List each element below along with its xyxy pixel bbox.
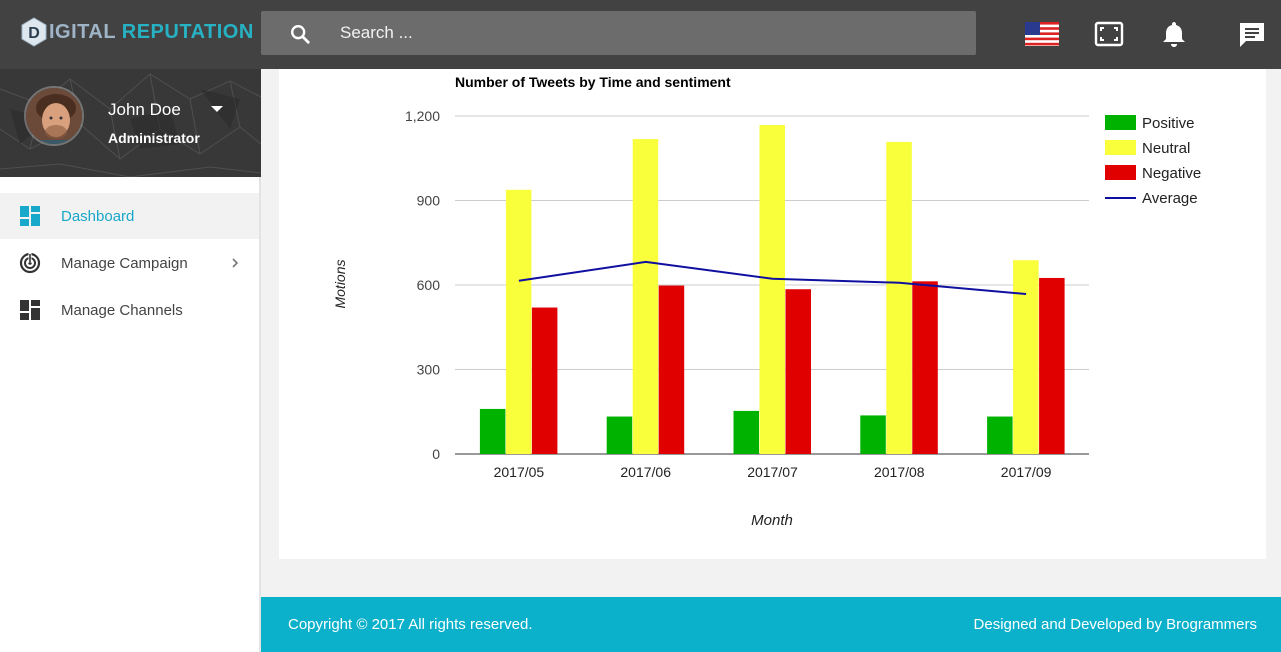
legend-swatch xyxy=(1105,115,1136,130)
dashboard-icon xyxy=(20,206,40,226)
avatar[interactable] xyxy=(24,86,84,146)
sidebar-item-label: Manage Campaign xyxy=(61,254,188,272)
bar-negative[interactable] xyxy=(658,285,685,454)
target-icon xyxy=(19,252,41,274)
x-tick-label: 2017/09 xyxy=(1001,464,1052,480)
sidebar-item-label: Dashboard xyxy=(61,207,135,225)
y-tick-label: 900 xyxy=(417,193,441,209)
sidebar-item-label: Manage Channels xyxy=(61,301,183,319)
fullscreen-icon[interactable] xyxy=(1094,19,1124,49)
x-axis-label: Month xyxy=(751,512,793,529)
chart-panel: Number of Tweets by Time and sentiment 0… xyxy=(279,69,1266,559)
bar-negative[interactable] xyxy=(912,281,938,454)
legend-label[interactable]: Average xyxy=(1142,190,1198,207)
x-axis-ticks: 2017/05 2017/06 2017/07 2017/08 2017/09 xyxy=(494,464,1052,480)
legend-swatch xyxy=(1105,165,1136,180)
logo-hex-icon: D xyxy=(21,17,47,47)
logo[interactable]: D IGITAL REPUTATION xyxy=(21,17,254,47)
x-tick-label: 2017/05 xyxy=(494,464,545,480)
y-tick-label: 300 xyxy=(417,362,441,378)
sidebar: John Doe Administrator Dashboard Manage … xyxy=(0,69,261,652)
top-bar: D IGITAL REPUTATION xyxy=(0,0,1281,69)
y-tick-label: 0 xyxy=(432,446,440,462)
bar-positive[interactable] xyxy=(479,408,506,454)
sidebar-item-manage-campaign[interactable]: Manage Campaign xyxy=(0,240,259,286)
footer-credits: Designed and Developed by Brogrammers xyxy=(973,616,1257,633)
bar-neutral[interactable] xyxy=(632,139,659,454)
legend-label[interactable]: Neutral xyxy=(1142,140,1190,157)
bar-neutral[interactable] xyxy=(886,141,912,454)
chart-legend: Positive Neutral Negative Average xyxy=(1105,115,1201,207)
chart-bars xyxy=(479,125,1065,454)
logo-text: IGITAL REPUTATION xyxy=(49,21,254,44)
chat-icon[interactable] xyxy=(1237,19,1267,49)
y-axis-ticks: 0 300 600 900 1,200 xyxy=(405,108,440,462)
legend-label[interactable]: Negative xyxy=(1142,165,1201,182)
user-role: Administrator xyxy=(108,130,200,146)
bar-positive[interactable] xyxy=(733,410,760,454)
sidebar-item-dashboard[interactable]: Dashboard xyxy=(0,193,259,239)
y-tick-label: 600 xyxy=(417,277,441,293)
us-flag-icon[interactable] xyxy=(1025,22,1059,46)
y-axis-label: Motions xyxy=(332,259,348,308)
logo-text-part2: REPUTATION xyxy=(121,20,254,43)
search-icon[interactable] xyxy=(289,23,311,45)
svg-text:D: D xyxy=(28,25,40,42)
profile-dropdown-caret-icon[interactable] xyxy=(211,106,223,112)
average-line-path[interactable] xyxy=(518,260,1027,296)
x-tick-label: 2017/07 xyxy=(747,464,798,480)
search-input[interactable] xyxy=(340,11,940,55)
x-tick-label: 2017/08 xyxy=(874,464,925,480)
bar-positive[interactable] xyxy=(606,416,633,454)
tweets-sentiment-chart: Number of Tweets by Time and sentiment 0… xyxy=(332,74,1201,529)
bell-icon[interactable] xyxy=(1159,19,1189,49)
y-tick-label: 1,200 xyxy=(405,108,440,124)
logo-text-part1: IGITAL xyxy=(49,20,116,43)
bar-neutral[interactable] xyxy=(505,189,532,454)
bar-neutral[interactable] xyxy=(759,125,786,454)
x-tick-label: 2017/06 xyxy=(620,464,671,480)
footer: Copyright © 2017 All rights reserved. De… xyxy=(261,597,1281,652)
bar-positive[interactable] xyxy=(987,416,1013,454)
legend-swatch xyxy=(1105,140,1136,155)
bar-neutral[interactable] xyxy=(1013,260,1039,454)
sidebar-item-manage-channels[interactable]: Manage Channels xyxy=(0,287,259,333)
legend-label[interactable]: Positive xyxy=(1142,115,1195,132)
profile-card: John Doe Administrator xyxy=(0,69,261,177)
chart-title: Number of Tweets by Time and sentiment xyxy=(455,74,731,90)
bar-negative[interactable] xyxy=(785,289,812,454)
bar-positive[interactable] xyxy=(860,415,886,454)
bar-negative[interactable] xyxy=(1039,277,1065,454)
chevron-right-icon[interactable] xyxy=(228,256,242,270)
user-name: John Doe xyxy=(108,100,181,119)
channels-icon xyxy=(20,300,40,320)
bar-negative[interactable] xyxy=(531,307,558,454)
avatar-image xyxy=(26,88,82,144)
footer-copyright: Copyright © 2017 All rights reserved. xyxy=(288,616,533,633)
search-bar[interactable] xyxy=(261,11,976,55)
average-line xyxy=(518,260,1027,296)
